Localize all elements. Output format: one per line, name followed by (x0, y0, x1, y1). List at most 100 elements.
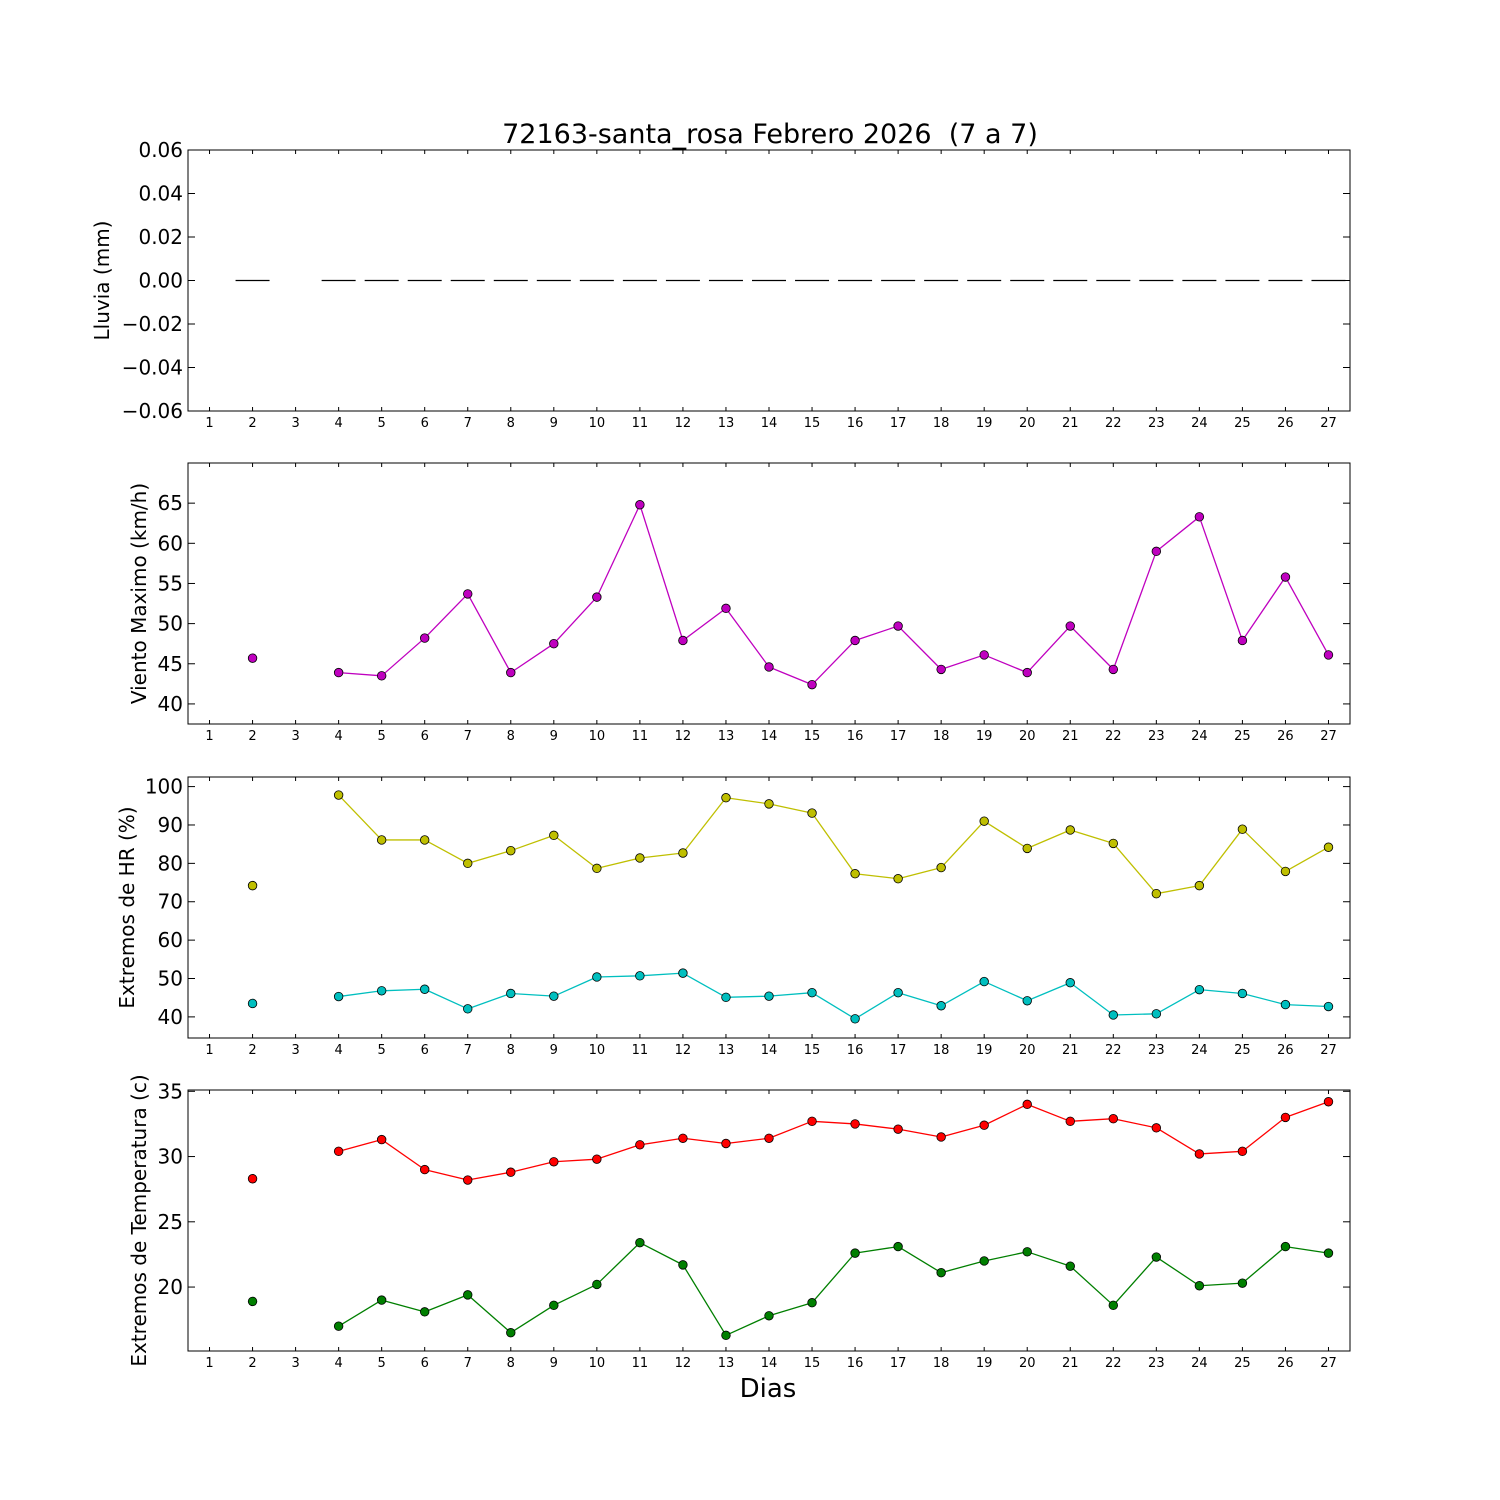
humidity-series-1-point (1022, 996, 1032, 1006)
wind-xtick-label: 27 (1320, 729, 1337, 744)
wind-xtick-label: 19 (976, 729, 993, 744)
humidity-xtick-label: 12 (675, 1043, 692, 1058)
wind-xtick-label: 15 (804, 729, 821, 744)
rain-xtick-label: 12 (675, 416, 692, 431)
rain-ytick-label: 0.04 (138, 182, 183, 206)
wind-xtick-label: 21 (1062, 729, 1079, 744)
temperature-series-0-segment (381, 1139, 426, 1171)
wind-series-0-point (1022, 667, 1032, 678)
panel-temperature-ylabel: Extremos de Temperatura (c) (127, 1074, 151, 1366)
panel-wind: Viento Maximo (km/h) 1 2 3 4 5 6 7 8 9 10 11 12 13 14… (127, 462, 1351, 744)
wind-series-0-segment (1112, 551, 1157, 670)
humidity-xtick-label: 13 (718, 1043, 735, 1058)
temperature-xtick-label: 17 (890, 1356, 907, 1371)
humidity-xtick-label: 6 (421, 1043, 429, 1058)
humidity-series-0-point (936, 862, 946, 873)
humidity-series-0-segment (1112, 842, 1157, 895)
humidity-series-0-point (893, 874, 903, 884)
humidity-series-0-segment (424, 839, 469, 864)
humidity-ytick-label: 100 (145, 775, 183, 799)
temperature-xtick-label: 14 (761, 1356, 778, 1371)
humidity-series-0-segment (1156, 884, 1200, 895)
temperature-series-1-point (979, 1256, 989, 1266)
wind-xtick-label: 4 (334, 729, 342, 744)
temperature-series-1-segment (1112, 1256, 1157, 1306)
temperature-series-1-segment (811, 1252, 856, 1304)
wind-series-0-segment (897, 625, 942, 670)
temperature-series-0-segment (1285, 1101, 1329, 1119)
temperature-series-0-point (1237, 1146, 1248, 1157)
temperature-series-0-segment (596, 1144, 641, 1160)
humidity-series-1-segment (1156, 989, 1200, 1015)
temperature-xtick-label: 27 (1320, 1356, 1337, 1371)
humidity-series-1-point (247, 998, 258, 1009)
temperature-series-1-segment (1285, 1245, 1329, 1254)
humidity-series-1-segment (381, 988, 425, 992)
wind-ytick-label: 55 (158, 571, 183, 595)
wind-series-0-point (506, 667, 516, 678)
wind-series-0-point (721, 603, 731, 614)
temperature-ytick-label: 35 (158, 1079, 183, 1103)
humidity-series-0-point (1237, 824, 1248, 834)
temperature-series-0-segment (682, 1137, 727, 1145)
wind-xtick-label: 18 (933, 729, 950, 744)
temperature-series-0-point (850, 1119, 860, 1129)
humidity-ytick-label: 80 (158, 851, 183, 875)
humidity-ytick-label: 90 (158, 813, 183, 837)
humidity-xtick-label: 1 (205, 1043, 213, 1058)
humidity-series-0-segment (811, 812, 856, 875)
wind-xtick-label: 14 (761, 729, 778, 744)
humidity-series-0-segment (682, 797, 727, 854)
wind-xtick-label: 3 (291, 729, 299, 744)
temperature-series-1-point (850, 1248, 860, 1258)
wind-series-0-point (1280, 572, 1291, 582)
wind-xtick-label: 22 (1105, 729, 1122, 744)
humidity-series-0-segment (768, 803, 813, 814)
temperature-series-1-segment (1155, 1256, 1200, 1287)
humidity-series-1-segment (768, 992, 813, 997)
wind-series-0-point (333, 667, 344, 678)
panel-wind-ylabel: Viento Maximo (km/h) (127, 483, 151, 704)
temperature-series-0-point (1323, 1097, 1334, 1107)
temperature-series-1-point (764, 1311, 774, 1321)
wind-series-0-segment (338, 671, 382, 677)
temperature-xtick-label: 8 (507, 1356, 515, 1371)
rain-ytick-label: −0.06 (122, 399, 183, 423)
temperature-series-0-segment (467, 1171, 511, 1181)
humidity-series-0-point (721, 793, 731, 803)
humidity-series-1-point (1323, 1001, 1334, 1012)
temperature-series-0-segment (725, 1137, 770, 1145)
temperature-xtick-label: 22 (1105, 1356, 1122, 1371)
wind-series-0-point (420, 633, 430, 643)
wind-series-0-point (1151, 546, 1162, 557)
panel-humidity-ylabel: Extremos de HR (%) (115, 806, 139, 1008)
temperature-series-0-point (420, 1164, 430, 1175)
x-axis-label: Dias (740, 1374, 797, 1404)
temperature-series-1-segment (1027, 1251, 1071, 1267)
humidity-xtick-label: 9 (550, 1043, 558, 1058)
temperature-series-1-point (333, 1321, 344, 1331)
humidity-series-0-point (420, 835, 430, 845)
rain-xtick-label: 11 (632, 416, 649, 431)
panel-wind-plot: 1 2 3 4 5 6 7 8 9 10 11 12 13 14 15 16 17 18 19 20 21 22 23 24 2… (158, 463, 1350, 744)
humidity-series-0-segment (1198, 828, 1243, 887)
humidity-series-1-point (592, 972, 602, 982)
rain-xtick-label: 13 (718, 416, 735, 431)
temperature-series-0-segment (1026, 1103, 1071, 1122)
humidity-xtick-label: 21 (1062, 1043, 1079, 1058)
humidity-series-1-point (463, 1004, 473, 1014)
humidity-xtick-label: 15 (804, 1043, 821, 1058)
rain-xtick-label: 10 (589, 416, 606, 431)
wind-series-0-segment (940, 654, 985, 671)
humidity-xtick-label: 16 (847, 1043, 864, 1058)
humidity-series-1-point (1065, 978, 1075, 988)
temperature-series-0-segment (1199, 1150, 1243, 1155)
humidity-series-1-segment (897, 992, 942, 1007)
temperature-xtick-label: 16 (847, 1356, 864, 1371)
humidity-series-0-point (247, 880, 258, 891)
humidity-series-1-segment (1069, 982, 1114, 1016)
rain-xtick-label: 7 (464, 416, 472, 431)
humidity-xtick-label: 7 (464, 1043, 472, 1058)
temperature-ytick-label: 20 (158, 1275, 183, 1299)
wind-series-0-point (764, 662, 774, 672)
